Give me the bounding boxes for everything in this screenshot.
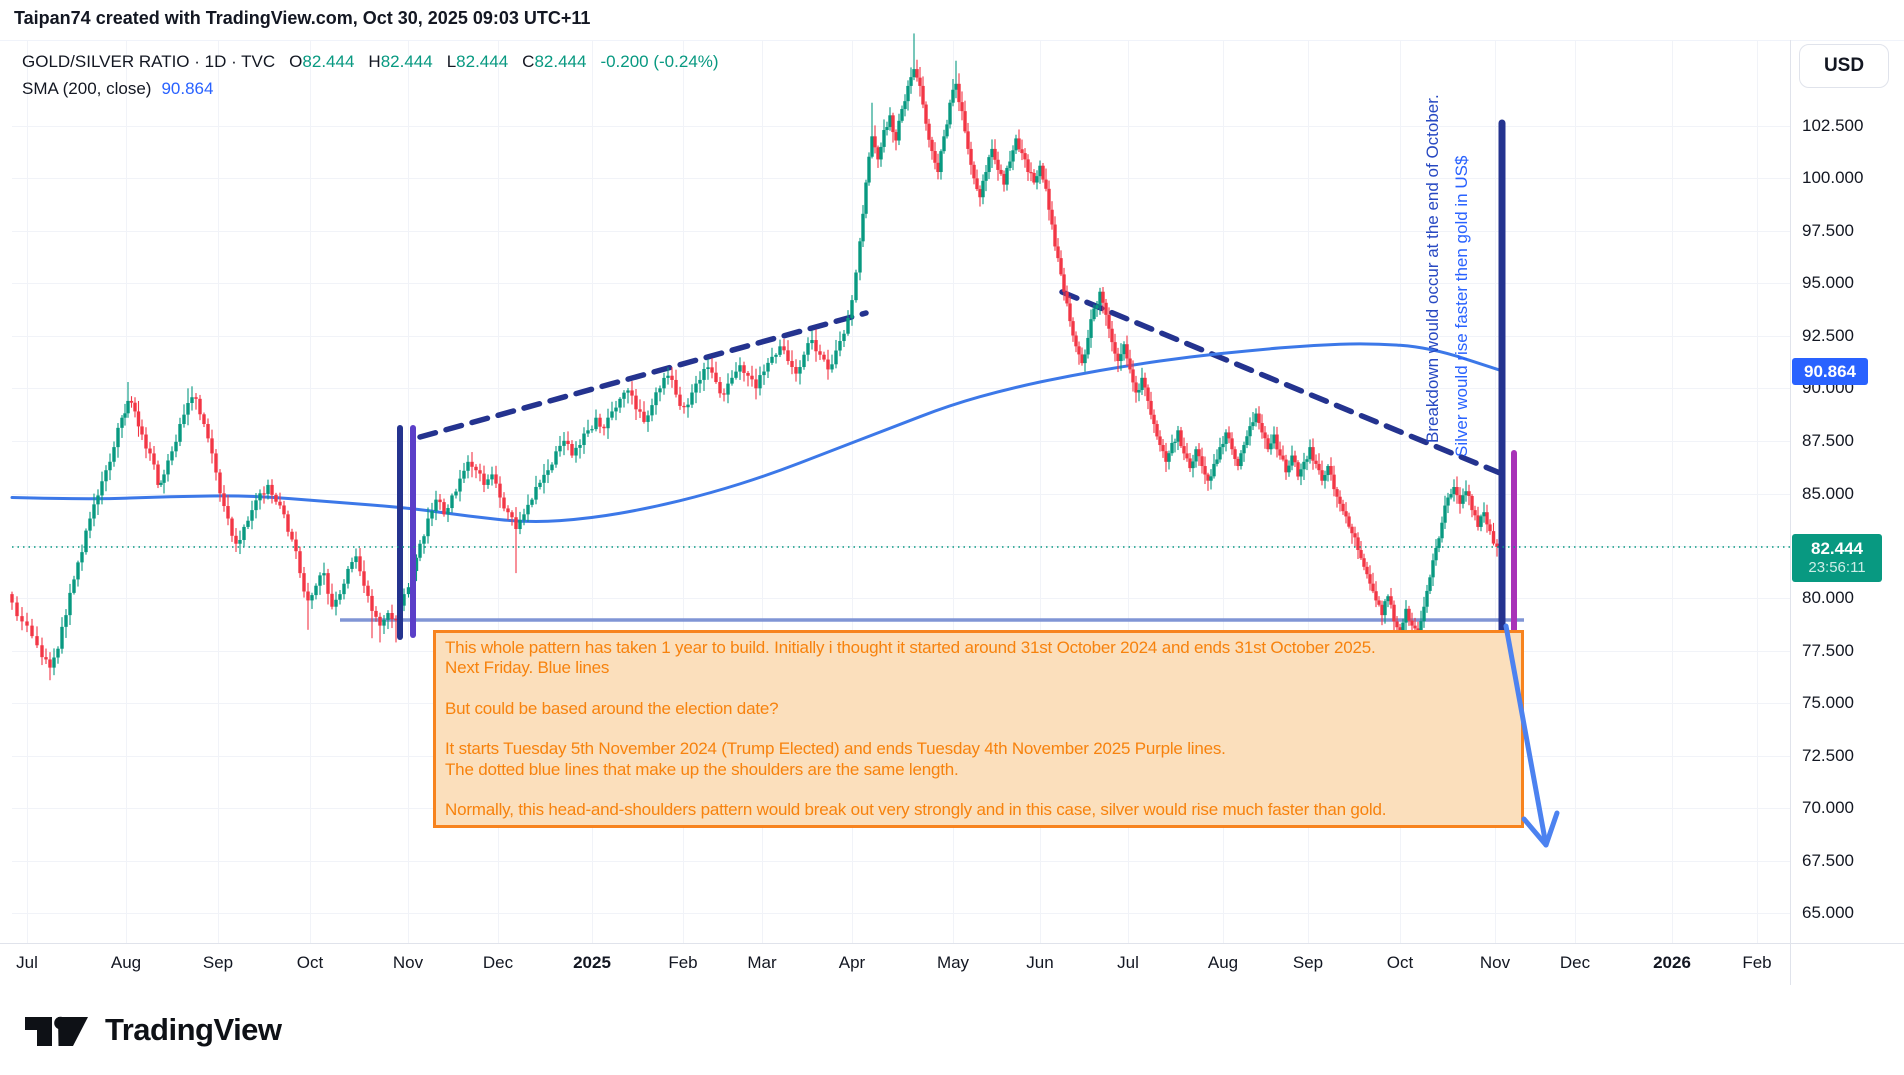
price-axis-label: 102.500 [1802, 116, 1864, 135]
time-axis-label: Dec [482, 953, 514, 972]
sma-200-line [10, 342, 1502, 523]
price-axis-label: 77.500 [1802, 641, 1854, 660]
pattern-note-box[interactable]: This whole pattern has taken 1 year to b… [433, 630, 1524, 828]
time-axis-label: Jul [1117, 953, 1139, 972]
top-divider [0, 40, 1904, 41]
sma-value-badge: 90.864 [1792, 358, 1868, 385]
time-axis-label: Oct [296, 953, 324, 972]
last-price-badge: 82.444 23:56:11 [1792, 534, 1882, 582]
time-axis-label: Sep [202, 953, 234, 972]
pattern-note-line [445, 719, 1512, 739]
time-axis-label: Dec [1559, 953, 1591, 972]
price-axis-label: 87.500 [1802, 431, 1854, 450]
time-axis-label: Jun [1026, 953, 1054, 972]
price-axis-label: 67.500 [1802, 851, 1854, 870]
price-axis-divider [1790, 40, 1791, 985]
tradingview-logo[interactable]: TradingView [25, 1010, 282, 1050]
candles-layer [10, 33, 1499, 681]
left-shoulder-trendline[interactable] [417, 310, 869, 440]
last-price-value: 82.444 [1811, 539, 1863, 558]
currency-usd-button[interactable]: USD [1799, 44, 1889, 88]
right-shoulder-trendline[interactable] [1059, 289, 1503, 476]
time-axis-divider [0, 943, 1904, 944]
symbol-legend: GOLD/SILVER RATIO · 1D · TVC O82.444 H82… [22, 52, 719, 72]
time-axis-label: Feb [1742, 953, 1772, 972]
tradingview-mark-icon [25, 1016, 88, 1046]
tradingview-wordmark: TradingView [105, 1012, 282, 1047]
time-axis-label: Nov [392, 953, 424, 972]
price-axis-label: 85.000 [1802, 484, 1854, 503]
time-axis-label: Feb [668, 953, 698, 972]
price-axis-label: 70.000 [1802, 798, 1854, 817]
sma-legend: SMA (200, close) 90.864 [22, 79, 213, 99]
header-title: Taipan74 created with TradingView.com, O… [14, 8, 591, 28]
pattern-note-line [445, 780, 1512, 800]
time-axis-label: 2025 [573, 953, 611, 972]
time-axis-label: 2026 [1653, 953, 1691, 972]
time-axis-label: Aug [110, 953, 142, 972]
sma-legend-label: SMA (200, close) [22, 79, 152, 98]
time-axis-label: Mar [747, 953, 777, 972]
time-axis-label: Nov [1479, 953, 1511, 972]
price-axis-label: 100.000 [1802, 168, 1864, 187]
price-axis-label: 97.500 [1802, 221, 1854, 240]
pattern-note-line: But could be based around the election d… [445, 698, 779, 718]
symbol-title: GOLD/SILVER RATIO · 1D · TVC [22, 52, 276, 71]
time-axis-label: May [936, 953, 970, 972]
change-value: -0.200 (-0.24%) [600, 52, 719, 71]
silver-annotation-text[interactable]: Silver would rise faster then gold in US… [1452, 155, 1471, 457]
price-axis-label: 95.000 [1802, 273, 1854, 292]
time-axis-label: Oct [1386, 953, 1414, 972]
pattern-note-line: This whole pattern has taken 1 year to b… [445, 638, 1376, 657]
breakdown-annotation-text[interactable]: Breakdown would occur at the end of Octo… [1423, 94, 1442, 443]
time-axis-label: Sep [1292, 953, 1324, 972]
price-axis-label: 80.000 [1802, 588, 1854, 607]
sma-legend-value: 90.864 [161, 79, 214, 98]
ohlc-low: L82.444 [446, 52, 509, 71]
bar-countdown: 23:56:11 [1808, 559, 1866, 577]
time-axis-label: Jul [16, 953, 38, 972]
pattern-note-line: Next Friday. Blue lines [445, 658, 610, 678]
price-axis-label: 75.000 [1802, 693, 1854, 712]
ohlc-close: C82.444 [522, 52, 587, 71]
ohlc-open: O82.444 [289, 52, 355, 71]
price-axis-label: 72.500 [1802, 746, 1854, 765]
pattern-note-line: It starts Tuesday 5th November 2024 (Tru… [445, 739, 1226, 759]
price-axis-label: 65.000 [1802, 903, 1854, 922]
price-axis-label: 92.500 [1802, 326, 1854, 345]
time-axis-label: Aug [1207, 953, 1239, 972]
pattern-note-line [445, 679, 1512, 699]
pattern-note-line: Normally, this head-and-shoulders patter… [445, 800, 1387, 820]
ohlc-high: H82.444 [368, 52, 433, 71]
pattern-note-line: The dotted blue lines that make up the s… [445, 759, 959, 779]
time-axis-label: Apr [838, 953, 866, 972]
